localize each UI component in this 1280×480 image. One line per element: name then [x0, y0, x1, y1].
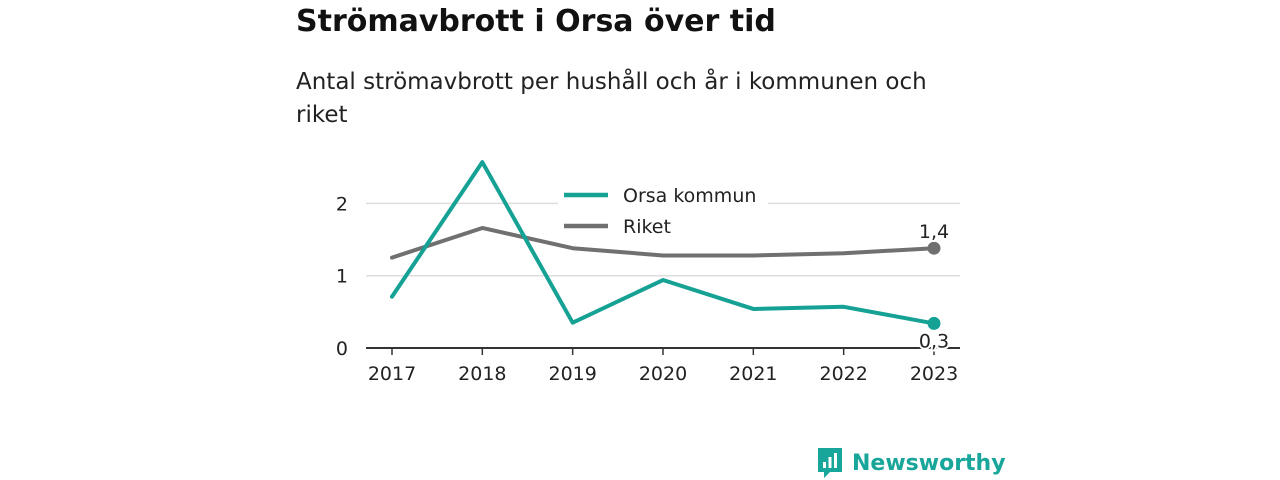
axis-layer: 0 1 2 2017 2018 2019 2020 2021 2022 2023 — [336, 193, 960, 385]
legend-label: Riket — [623, 216, 671, 238]
legend-box — [558, 180, 768, 242]
y-tick-label: 0 — [336, 338, 348, 360]
legend-label: Orsa kommun — [623, 185, 756, 207]
brand-name: Newsworthy — [852, 450, 1006, 476]
data-label-orsa: 0,3 — [919, 330, 949, 352]
data-label-riket: 1,4 — [919, 221, 949, 243]
bar-chart-logo-icon — [818, 448, 842, 478]
series-line — [390, 160, 936, 326]
line-chart: 0 1 2 2017 2018 2019 2020 2021 2022 2023 Orsa kom… — [336, 160, 960, 385]
y-tick-label: 2 — [336, 193, 348, 215]
legend-layer: Orsa kommun Riket — [558, 180, 768, 242]
label-layer: 1,4 0,3 — [917, 219, 951, 354]
series-layer — [390, 160, 941, 330]
brand-logo[interactable]: Newsworthy — [816, 446, 1006, 480]
series-line — [390, 225, 936, 260]
x-tick-label: 2019 — [548, 363, 596, 385]
end-point — [927, 241, 941, 255]
y-tick-label: 1 — [336, 266, 348, 288]
x-tick-label: 2017 — [368, 363, 416, 385]
x-tick-label: 2021 — [729, 363, 777, 385]
x-tick-label: 2020 — [639, 363, 687, 385]
end-point — [927, 316, 941, 330]
chart-subtitle: Antal strömavbrott per hushåll och år i … — [296, 69, 927, 128]
x-tick-label: 2018 — [458, 363, 506, 385]
x-tick-label: 2023 — [910, 363, 958, 385]
chart-card: Strömavbrott i Orsa över tid Antal ström… — [296, 0, 1006, 480]
chart-title: Strömavbrott i Orsa över tid — [296, 4, 776, 39]
x-tick-label: 2022 — [819, 363, 867, 385]
